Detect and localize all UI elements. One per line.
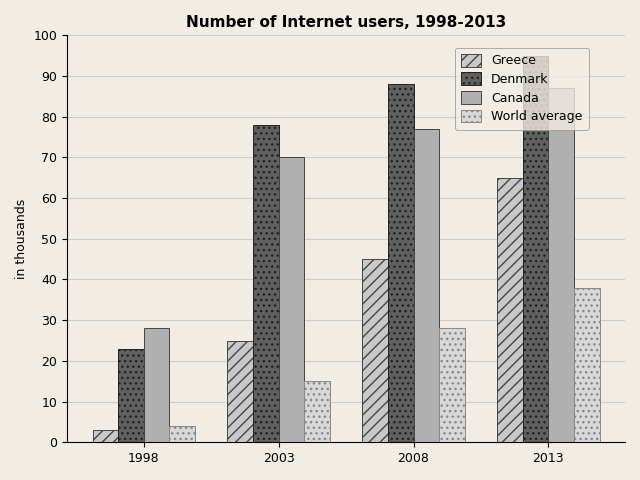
Bar bbox=[523, 56, 548, 442]
Title: Number of Internet users, 1998-2013: Number of Internet users, 1998-2013 bbox=[186, 15, 506, 30]
Bar bbox=[170, 426, 195, 442]
Bar bbox=[439, 328, 465, 442]
Bar bbox=[497, 178, 523, 442]
Bar bbox=[144, 328, 170, 442]
Bar bbox=[304, 381, 330, 442]
Legend: Greece, Denmark, Canada, World average: Greece, Denmark, Canada, World average bbox=[455, 48, 589, 130]
Bar bbox=[574, 288, 600, 442]
Bar bbox=[388, 84, 413, 442]
Bar bbox=[93, 430, 118, 442]
Bar bbox=[362, 259, 388, 442]
Bar bbox=[278, 157, 304, 442]
Bar bbox=[118, 348, 144, 442]
Bar bbox=[253, 125, 278, 442]
Bar bbox=[227, 340, 253, 442]
Bar bbox=[413, 129, 439, 442]
Bar bbox=[548, 88, 574, 442]
Y-axis label: in thousands: in thousands bbox=[15, 199, 28, 279]
